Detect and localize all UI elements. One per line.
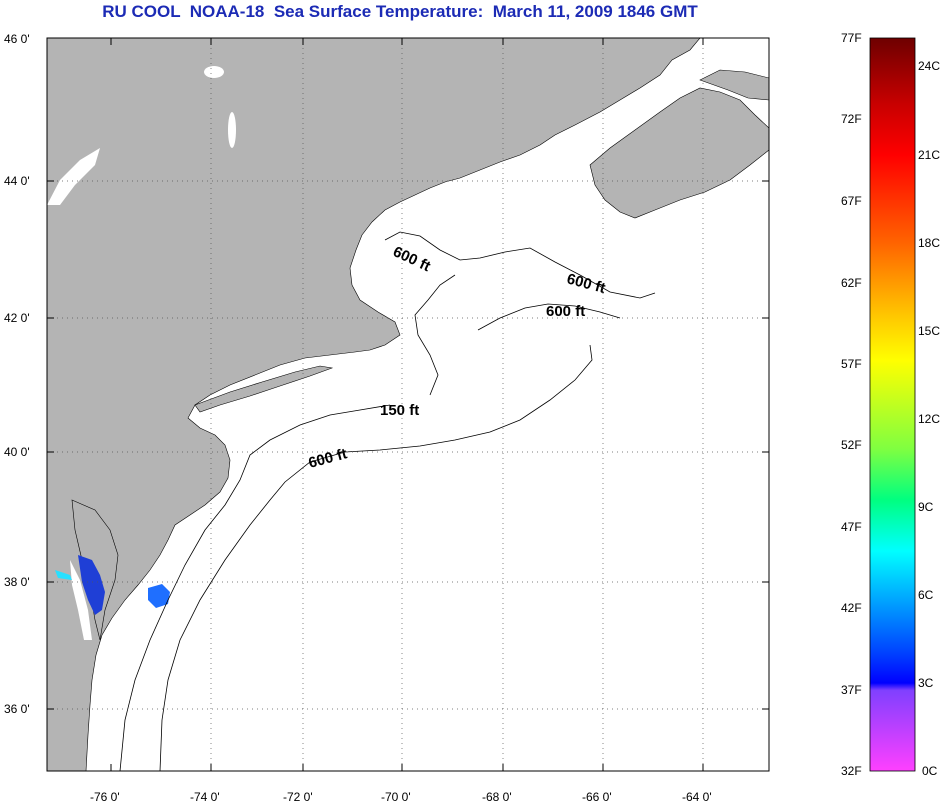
cb-f-77: 77F — [841, 31, 862, 45]
contour-label-600-a: 600 ft — [390, 243, 433, 275]
contour-label-150: 150 ft — [380, 402, 419, 419]
contour-150ft — [414, 274, 456, 396]
cb-f-47: 47F — [841, 520, 862, 534]
lat-label-44: 44 0' — [4, 174, 30, 188]
tick-marks — [47, 37, 769, 771]
cb-c-0: 0C — [922, 764, 938, 778]
cb-f-42: 42F — [841, 601, 862, 615]
cb-f-62: 62F — [841, 276, 862, 290]
lat-label-42: 42 0' — [4, 311, 30, 325]
contour-600ft-gulf — [384, 231, 656, 299]
cb-f-52: 52F — [841, 438, 862, 452]
land-long-island — [194, 365, 334, 413]
depth-contours — [119, 231, 656, 771]
colorbar — [869, 37, 916, 772]
cb-c-12: 12C — [918, 412, 941, 426]
lake-1 — [204, 66, 224, 78]
sst-patch-offshore — [148, 584, 170, 608]
map-title: RU COOL NOAA-18 Sea Surface Temperature:… — [102, 2, 698, 21]
lon-label-66: -66 0' — [582, 790, 612, 804]
lat-label-46: 46 0' — [4, 32, 30, 46]
cb-f-57: 57F — [841, 357, 862, 371]
contour-georges — [477, 303, 621, 331]
cb-c-24: 24C — [918, 59, 941, 73]
lon-label-70: -70 0' — [381, 790, 411, 804]
land-mainland — [47, 38, 701, 771]
contour-label-600-d: 600 ft — [307, 445, 349, 472]
cb-c-6: 6C — [918, 588, 934, 602]
grid-lines — [47, 38, 769, 771]
map-frame — [46, 37, 770, 772]
lake-2 — [228, 112, 236, 148]
contour-label-600-b: 600 ft — [565, 270, 607, 297]
cb-f-72: 72F — [841, 112, 862, 126]
land-cape-breton — [699, 69, 769, 101]
lat-label-40: 40 0' — [4, 445, 30, 459]
cb-f-37: 37F — [841, 683, 862, 697]
cb-f-67: 67F — [841, 194, 862, 208]
lon-label-74: -74 0' — [190, 790, 220, 804]
lake-ontario — [47, 148, 100, 205]
contour-label-600-c: 600 ft — [546, 303, 585, 320]
chesapeake-bay — [70, 560, 92, 640]
land-nova-scotia — [589, 87, 769, 219]
cb-c-15: 15C — [918, 324, 941, 338]
contour-inner-shelf — [119, 404, 391, 771]
cb-c-3: 3C — [918, 676, 934, 690]
lon-label-76: -76 0' — [90, 790, 120, 804]
lat-label-36: 36 0' — [4, 702, 30, 716]
sst-patches — [55, 555, 170, 615]
cb-c-9: 9C — [918, 500, 934, 514]
contour-600ft-shelf — [159, 344, 593, 771]
lon-label-64: -64 0' — [682, 790, 712, 804]
cb-f-32: 32F — [841, 764, 862, 778]
lon-label-68: -68 0' — [482, 790, 512, 804]
sst-patch-cyan — [55, 570, 72, 580]
cb-c-21: 21C — [918, 148, 941, 162]
sst-patch-chesapeake — [78, 555, 105, 615]
lon-label-72: -72 0' — [283, 790, 313, 804]
contour-label-group: 600 ft 600 ft 600 ft 150 ft 600 ft — [307, 243, 608, 472]
lat-label-38: 38 0' — [4, 575, 30, 589]
cb-c-18: 18C — [918, 236, 941, 250]
